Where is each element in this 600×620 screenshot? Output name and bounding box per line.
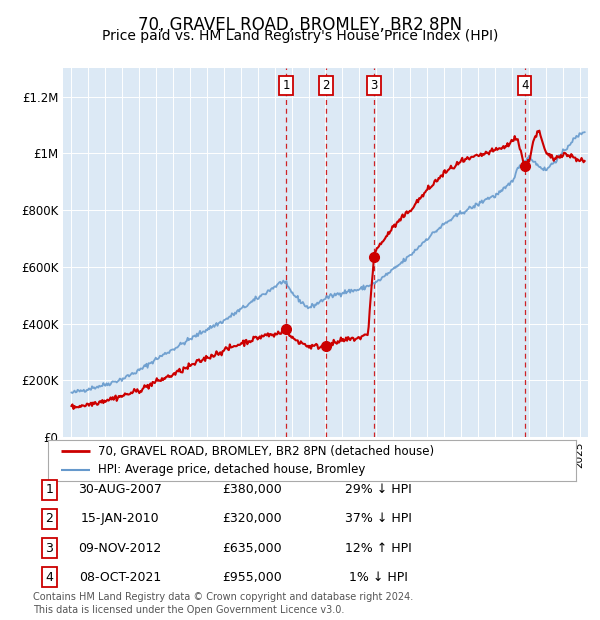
Text: £955,000: £955,000 <box>222 571 282 583</box>
Text: 3: 3 <box>370 79 377 92</box>
Text: 15-JAN-2010: 15-JAN-2010 <box>80 513 160 525</box>
Text: 1: 1 <box>282 79 290 92</box>
Text: 30-AUG-2007: 30-AUG-2007 <box>78 484 162 496</box>
Text: 29% ↓ HPI: 29% ↓ HPI <box>344 484 412 496</box>
Text: 70, GRAVEL ROAD, BROMLEY, BR2 8PN: 70, GRAVEL ROAD, BROMLEY, BR2 8PN <box>138 16 462 33</box>
Text: 3: 3 <box>45 542 53 554</box>
Text: Contains HM Land Registry data © Crown copyright and database right 2024.
This d: Contains HM Land Registry data © Crown c… <box>33 592 413 615</box>
Text: 70, GRAVEL ROAD, BROMLEY, BR2 8PN (detached house): 70, GRAVEL ROAD, BROMLEY, BR2 8PN (detac… <box>98 445 434 458</box>
Text: 1: 1 <box>45 484 53 496</box>
Text: 1% ↓ HPI: 1% ↓ HPI <box>349 571 407 583</box>
Text: £380,000: £380,000 <box>222 484 282 496</box>
Text: 2: 2 <box>322 79 330 92</box>
Text: 4: 4 <box>45 571 53 583</box>
Text: 08-OCT-2021: 08-OCT-2021 <box>79 571 161 583</box>
Text: £320,000: £320,000 <box>222 513 282 525</box>
Text: 2: 2 <box>45 513 53 525</box>
Text: 4: 4 <box>521 79 529 92</box>
Text: 12% ↑ HPI: 12% ↑ HPI <box>344 542 412 554</box>
Text: 37% ↓ HPI: 37% ↓ HPI <box>344 513 412 525</box>
Text: 09-NOV-2012: 09-NOV-2012 <box>79 542 161 554</box>
Text: £635,000: £635,000 <box>222 542 282 554</box>
Text: HPI: Average price, detached house, Bromley: HPI: Average price, detached house, Brom… <box>98 463 365 476</box>
Text: Price paid vs. HM Land Registry's House Price Index (HPI): Price paid vs. HM Land Registry's House … <box>102 29 498 43</box>
